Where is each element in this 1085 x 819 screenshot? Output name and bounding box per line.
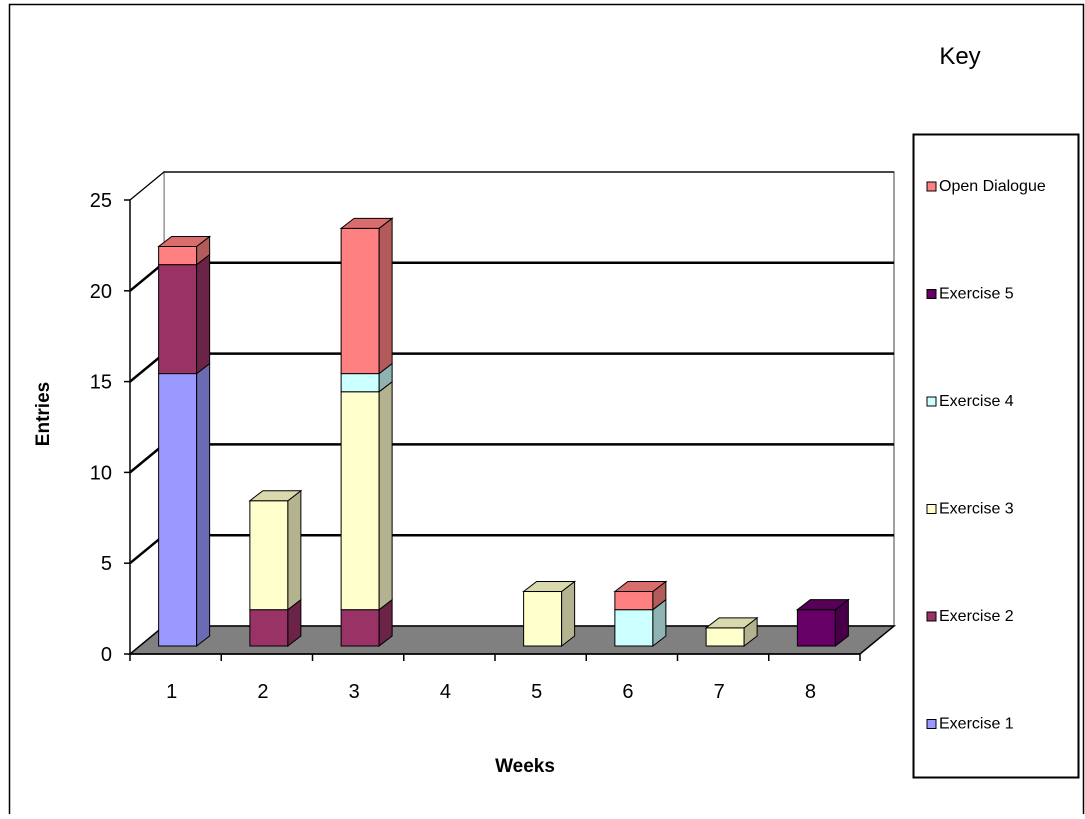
bar-face bbox=[614, 591, 654, 611]
bar-segment bbox=[248, 489, 303, 611]
bar-face bbox=[340, 391, 380, 611]
bar-face bbox=[340, 609, 380, 647]
legend-label: Exercise 4 bbox=[939, 393, 1014, 410]
bar-segment bbox=[522, 580, 577, 648]
bar-side bbox=[561, 580, 576, 648]
y-tick-label: 15 bbox=[90, 372, 112, 394]
bar-face bbox=[523, 591, 563, 647]
bar-segment bbox=[339, 217, 394, 375]
legend-title: Key bbox=[939, 43, 980, 70]
plot-walls bbox=[127, 170, 897, 656]
legend: Open Dialogue Exercise 5 Exercise 4 Exercis… bbox=[926, 178, 1046, 733]
bar-top bbox=[613, 581, 668, 593]
bar-side bbox=[196, 253, 211, 375]
bar-segment bbox=[158, 253, 211, 375]
bar-face bbox=[158, 264, 198, 375]
x-tick-label: 7 bbox=[714, 681, 725, 703]
bar-face bbox=[614, 609, 654, 647]
bar-face bbox=[796, 609, 836, 647]
bar-face bbox=[340, 373, 380, 393]
x-tick-label: 2 bbox=[257, 681, 268, 703]
x-tick-label: 6 bbox=[622, 681, 633, 703]
legend-swatch bbox=[926, 396, 937, 407]
bar-side bbox=[378, 380, 393, 611]
bar-side bbox=[196, 362, 211, 648]
y-tick-label: 5 bbox=[101, 553, 112, 575]
y-axis-title: Entries bbox=[33, 382, 54, 446]
legend-label: Exercise 3 bbox=[939, 501, 1014, 518]
bar-top bbox=[704, 617, 759, 629]
legend-swatch bbox=[926, 504, 937, 514]
legend-label: Open Dialogue bbox=[939, 178, 1046, 195]
bar-face bbox=[158, 373, 198, 647]
bar-top bbox=[522, 581, 577, 593]
bar-face bbox=[340, 227, 380, 375]
legend-box bbox=[912, 133, 1080, 779]
bar-segment bbox=[704, 616, 759, 648]
bar-top bbox=[157, 235, 212, 247]
x-axis-title: Weeks bbox=[495, 756, 555, 777]
x-tick-label: 3 bbox=[349, 681, 360, 703]
bar-segment bbox=[249, 598, 302, 648]
legend-swatch bbox=[926, 289, 937, 299]
bar-segment bbox=[340, 380, 393, 611]
bar-segment bbox=[340, 598, 393, 648]
axes: 0 5 10 15 20 25 1 2 3 4 5 6 7 8 bbox=[90, 190, 861, 703]
bar-segment bbox=[157, 235, 212, 266]
bar-segment bbox=[613, 580, 668, 611]
bar-face bbox=[249, 500, 289, 611]
legend-swatch bbox=[926, 181, 937, 192]
bar-top bbox=[248, 490, 303, 502]
y-tick-label: 10 bbox=[90, 462, 112, 484]
bar-top bbox=[795, 599, 850, 611]
legend-label: Exercise 1 bbox=[939, 716, 1014, 733]
bar-side bbox=[287, 489, 302, 611]
legend-label: Exercise 2 bbox=[939, 608, 1014, 625]
y-tick-label: 20 bbox=[90, 281, 112, 303]
bar-side bbox=[378, 217, 393, 375]
legend-swatch bbox=[926, 611, 937, 622]
bar-face bbox=[249, 609, 289, 647]
legend-swatch bbox=[926, 719, 937, 729]
bars bbox=[157, 217, 850, 648]
floor bbox=[127, 625, 897, 655]
bar-face bbox=[158, 245, 198, 266]
x-tick-label: 5 bbox=[531, 681, 542, 703]
bar-segment bbox=[158, 362, 211, 648]
legend-label: Exercise 5 bbox=[939, 286, 1014, 303]
x-tick-label: 4 bbox=[440, 681, 451, 703]
gridline bbox=[129, 171, 894, 201]
x-tick-label: 1 bbox=[166, 681, 177, 703]
bar-top bbox=[339, 217, 394, 229]
y-tick-label: 25 bbox=[90, 190, 112, 212]
x-tick-label: 8 bbox=[805, 681, 816, 703]
bar-segment bbox=[795, 598, 850, 648]
bar-face bbox=[705, 627, 745, 647]
y-tick-label: 0 bbox=[101, 644, 112, 666]
